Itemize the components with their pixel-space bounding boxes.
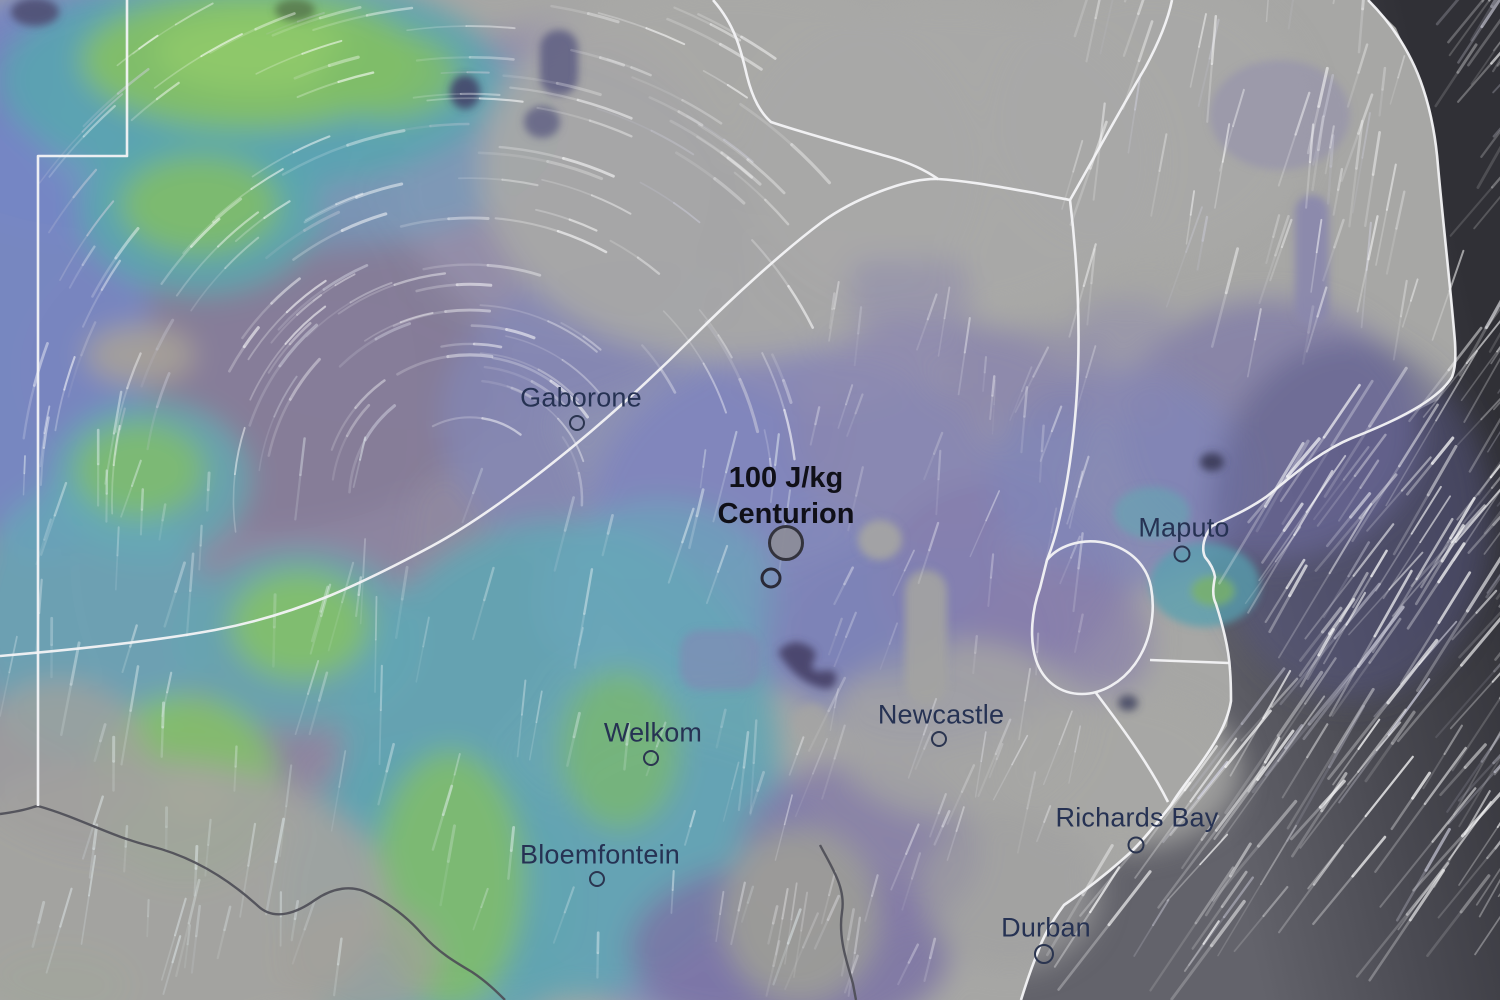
city-dot-gaborone[interactable] [569, 415, 585, 431]
selected-location-marker[interactable] [768, 525, 804, 561]
city-dot-newcastle[interactable] [931, 731, 947, 747]
cape-spots [11, 0, 1350, 740]
city-dot-welkom[interactable] [643, 750, 659, 766]
city-dot-maputo[interactable] [1173, 545, 1191, 563]
caledon-river [818, 844, 858, 1000]
rivers [0, 804, 858, 1000]
city-dot-durban[interactable] [1034, 944, 1054, 964]
ocean [1021, 0, 1500, 1000]
city-dot-bloemfontein[interactable] [589, 871, 605, 887]
city-dot-richards-bay[interactable] [1127, 836, 1145, 854]
selected-city-dot[interactable] [760, 567, 782, 589]
orange-river [0, 804, 506, 1000]
eswatini-border [1030, 540, 1154, 696]
